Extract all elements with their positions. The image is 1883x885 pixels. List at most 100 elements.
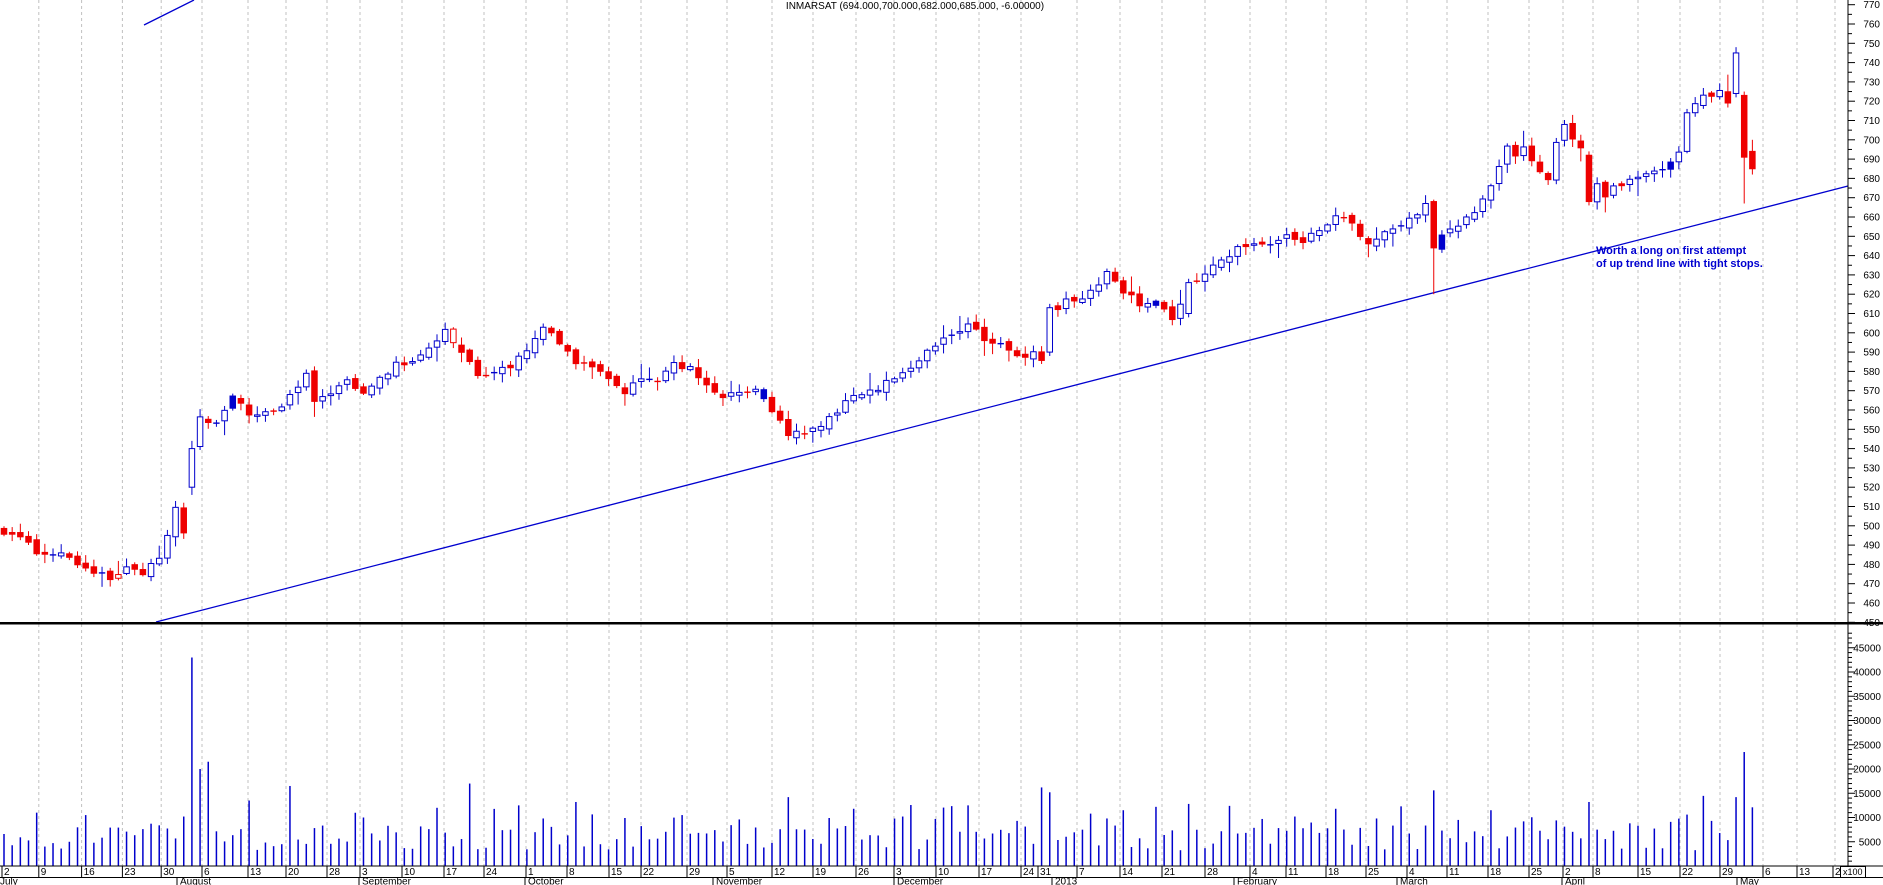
candle (1716, 83, 1723, 100)
candle (41, 543, 49, 564)
candle (1389, 224, 1397, 247)
candle (1267, 236, 1274, 254)
candle (1512, 141, 1519, 164)
price-tick-label: 650 (1863, 232, 1880, 243)
candle (417, 349, 424, 363)
candle (1561, 119, 1568, 147)
candle (1062, 291, 1070, 315)
date-month-label: 2013 (1055, 877, 1078, 885)
candle (278, 403, 286, 413)
candle (482, 366, 490, 378)
candle (1732, 47, 1740, 98)
candle (343, 376, 351, 391)
candle (1332, 207, 1339, 231)
volume-tick-label: 40000 (1853, 668, 1881, 679)
price-tick-label: 560 (1863, 406, 1880, 417)
candle (989, 332, 996, 355)
candle (736, 384, 743, 403)
candle (1071, 294, 1078, 308)
candle (1242, 238, 1250, 255)
candle (1610, 182, 1617, 199)
candle (964, 317, 972, 339)
candle (1602, 180, 1609, 213)
price-tick-label: 620 (1863, 290, 1880, 301)
candle (1700, 87, 1707, 109)
candle (556, 329, 563, 346)
candle (1740, 91, 1748, 204)
date-week-label: 16 (84, 867, 96, 878)
candle (155, 545, 163, 567)
candle (1103, 268, 1111, 290)
candle (850, 387, 857, 404)
candle (237, 394, 245, 411)
candle (891, 376, 898, 384)
candle (205, 416, 212, 429)
candle (1226, 249, 1233, 273)
candle (458, 337, 465, 363)
candle (842, 393, 849, 415)
price-tick-label: 540 (1863, 444, 1880, 455)
candle (1095, 277, 1103, 297)
candle (441, 322, 449, 345)
candle (147, 558, 155, 582)
candle (392, 356, 400, 379)
date-week-label: 22 (1682, 867, 1694, 878)
price-tick-label: 710 (1863, 116, 1880, 127)
candle (1618, 181, 1625, 191)
candle (588, 358, 596, 379)
date-week-label: 15 (611, 867, 623, 878)
date-week-label: 8 (1595, 867, 1601, 878)
candle (1438, 230, 1446, 253)
candle (1160, 300, 1168, 313)
candle (1749, 139, 1756, 175)
candle (1169, 299, 1176, 326)
candle (548, 326, 555, 337)
date-month-label: April (1565, 877, 1585, 885)
date-week-label: 18 (1490, 867, 1502, 878)
candle (760, 387, 768, 402)
candle (319, 389, 326, 409)
candle (1144, 297, 1152, 313)
price-tick-label: 510 (1863, 502, 1880, 513)
candle (915, 356, 923, 373)
candle (825, 412, 833, 435)
candle (1520, 130, 1527, 161)
candle (66, 551, 73, 561)
date-month-label: November (716, 877, 763, 885)
price-tick-label: 470 (1863, 579, 1880, 590)
candle (245, 398, 253, 424)
candle (638, 363, 645, 388)
candle (8, 527, 16, 542)
candle (376, 375, 384, 395)
candle (1405, 211, 1413, 235)
candle (1340, 211, 1348, 223)
candle (1258, 237, 1266, 247)
price-tick-label: 580 (1863, 367, 1880, 378)
candle (254, 406, 261, 423)
candle (499, 360, 506, 383)
date-week-label: 4 (1252, 867, 1258, 878)
candle (172, 500, 179, 547)
candle (793, 423, 800, 445)
candle (768, 391, 776, 414)
candle (229, 393, 237, 411)
candle (1079, 290, 1086, 305)
candle (327, 385, 335, 406)
candle (703, 370, 710, 393)
price-tick-label: 720 (1863, 97, 1880, 108)
candle (1177, 289, 1184, 326)
candle (515, 352, 522, 377)
date-week-label: 14 (1122, 867, 1134, 878)
grid-lines (38, 0, 1836, 866)
candle (981, 318, 988, 356)
price-tick-label: 480 (1863, 560, 1880, 571)
candle (1528, 137, 1536, 167)
price-tick-label: 550 (1863, 425, 1880, 436)
candle (834, 408, 841, 422)
price-tick-label: 520 (1863, 483, 1880, 494)
candle (809, 426, 817, 443)
candle (131, 562, 138, 576)
date-week-label: 21 (1164, 867, 1176, 878)
candle (1667, 158, 1674, 178)
candle (907, 360, 915, 378)
